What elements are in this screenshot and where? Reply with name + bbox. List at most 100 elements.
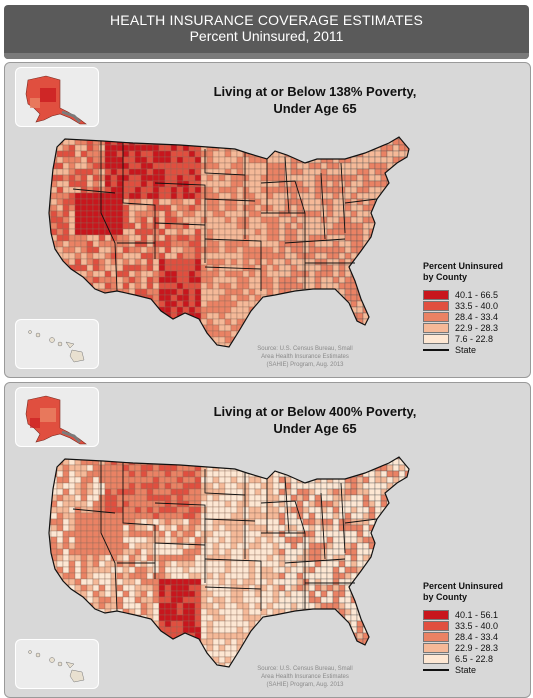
county-cell (368, 512, 376, 520)
county-cell (49, 306, 52, 314)
county-cell (411, 283, 417, 289)
county-cell (296, 494, 304, 502)
county-cell (338, 324, 346, 332)
county-cell (50, 572, 58, 580)
county-cell (368, 168, 376, 176)
county-cell (170, 457, 178, 460)
county-cell (254, 288, 262, 296)
county-cell (134, 638, 142, 646)
county-cell (278, 204, 286, 212)
county-cell (344, 186, 352, 194)
county-cell (290, 536, 298, 544)
county-cell (326, 560, 334, 568)
county-cell (411, 157, 417, 163)
county-cell (272, 324, 280, 332)
county-cell (224, 548, 232, 556)
county-cell (164, 336, 172, 344)
county-cell (62, 294, 70, 302)
county-cell (266, 548, 274, 556)
county-cell (74, 210, 82, 218)
county-cell (290, 602, 298, 610)
county-cell (392, 530, 400, 538)
county-cell (98, 300, 106, 308)
county-cell (158, 494, 166, 502)
county-cell (170, 144, 178, 152)
county-cell (146, 590, 154, 598)
county-cell (308, 300, 316, 308)
county-cell (356, 137, 364, 140)
county-cell (272, 476, 280, 484)
county-cell (98, 156, 106, 164)
county-cell (308, 330, 316, 338)
county-cell (164, 578, 172, 586)
county-cell (296, 252, 304, 260)
county-cell (380, 584, 388, 592)
county-cell (314, 294, 322, 302)
county-cell (326, 240, 334, 248)
county-cell (302, 470, 310, 478)
county-cell (368, 596, 376, 604)
county-cell (230, 524, 238, 532)
county-cell (116, 318, 124, 326)
county-cell (405, 349, 411, 355)
county-cell (411, 585, 417, 591)
county-cell (278, 632, 286, 640)
county-cell (122, 584, 130, 592)
county-cell (80, 246, 88, 254)
county-cell (326, 620, 334, 628)
county-cell (308, 488, 316, 496)
county-cell (302, 336, 310, 344)
county-cell (338, 626, 346, 634)
county-cell (284, 596, 292, 604)
legend-swatch (423, 311, 449, 322)
county-cell (374, 632, 382, 640)
county-cell (296, 228, 304, 236)
county-cell (182, 336, 190, 344)
county-cell (74, 192, 82, 200)
county-cell (86, 524, 94, 532)
county-cell (122, 198, 130, 206)
county-cell (272, 656, 280, 664)
county-cell (326, 137, 334, 140)
county-cell (152, 524, 160, 532)
county-cell (104, 150, 112, 158)
county-cell (200, 294, 208, 302)
county-cell (248, 228, 256, 236)
county-cell (272, 156, 280, 164)
county-cell (104, 620, 112, 628)
county-cell (260, 174, 268, 182)
panel-title: Living at or Below 400% Poverty, Under A… (165, 403, 465, 437)
county-cell (296, 174, 304, 182)
county-cell (362, 186, 370, 194)
county-cell (302, 144, 310, 152)
county-cell (362, 294, 370, 302)
county-cell (332, 156, 340, 164)
county-cell (236, 596, 244, 604)
county-cell (212, 470, 220, 478)
county-cell (116, 342, 124, 347)
county-cell (302, 458, 310, 466)
county-cell (62, 632, 70, 640)
county-cell (338, 554, 346, 562)
county-cell (176, 638, 184, 646)
county-cell (254, 264, 262, 272)
county-cell (188, 602, 196, 610)
county-cell (296, 306, 304, 314)
county-cell (350, 228, 358, 236)
county-cell (338, 457, 346, 460)
county-cell (152, 632, 160, 640)
county-cell (242, 560, 250, 568)
alaska-inset (15, 67, 99, 127)
county-cell (266, 264, 274, 272)
county-cell (122, 336, 130, 344)
county-cell (356, 476, 364, 484)
county-cell (128, 644, 136, 652)
county-cell (236, 186, 244, 194)
county-cell (158, 276, 166, 284)
county-cell (326, 644, 334, 652)
county-cell (236, 620, 244, 628)
county-cell (50, 270, 58, 278)
county-cell (128, 330, 136, 338)
county-cell (134, 572, 142, 580)
county-cell (380, 342, 388, 347)
